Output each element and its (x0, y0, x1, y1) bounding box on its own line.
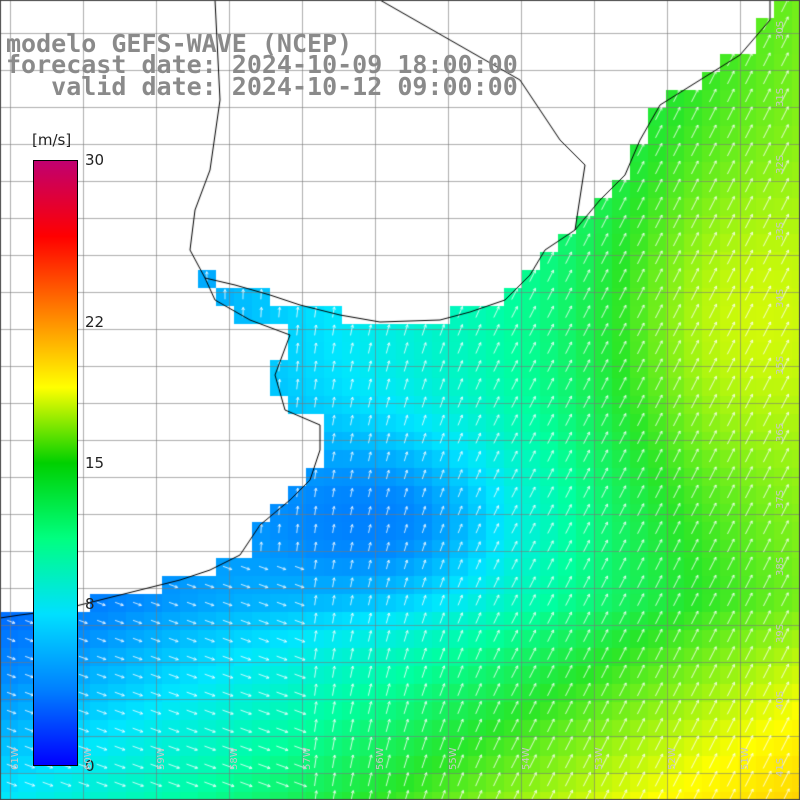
lon-label: 56W (375, 747, 386, 770)
lon-label: 58W (229, 747, 240, 770)
forecast-date: forecast date: 2024-10-09 18:00:00 (6, 50, 518, 79)
lat-label: 32S (775, 154, 786, 174)
colorbar (33, 160, 78, 766)
lon-label: 60W (83, 747, 94, 770)
lon-label: 52W (667, 747, 678, 770)
colorbar-tick: 8 (85, 595, 95, 614)
lat-label: 37S (775, 489, 786, 509)
lat-label: 36S (775, 422, 786, 442)
colorbar-unit: [m/s] (32, 131, 72, 149)
lon-label: 51W (740, 747, 751, 770)
lon-label: 55W (448, 747, 459, 770)
lon-label: 53W (594, 747, 605, 770)
lat-label: 31S (775, 87, 786, 107)
lat-label: 35S (775, 355, 786, 375)
lat-label: 40S (775, 690, 786, 710)
lon-label: 57W (302, 747, 313, 770)
lon-label: 54W (521, 747, 532, 770)
lat-label: 33S (775, 221, 786, 241)
lon-label: 61W (10, 747, 21, 770)
lon-label: 59W (156, 747, 167, 770)
lat-label: 34S (775, 288, 786, 308)
model-title: modelo GEFS-WAVE (NCEP) (6, 29, 353, 58)
lat-label: 38S (775, 556, 786, 576)
colorbar-tick: 22 (85, 312, 105, 331)
colorbar-tick: 15 (85, 454, 105, 472)
colorbar-tick: 30 (85, 151, 105, 169)
lat-label: 39S (775, 623, 786, 643)
colorbar-tick: 0 (85, 757, 95, 775)
lat-label: 41S (775, 757, 786, 777)
valid-date: valid date: 2024-10-12 09:00:00 (6, 72, 518, 101)
lat-label: 30S (775, 20, 786, 40)
